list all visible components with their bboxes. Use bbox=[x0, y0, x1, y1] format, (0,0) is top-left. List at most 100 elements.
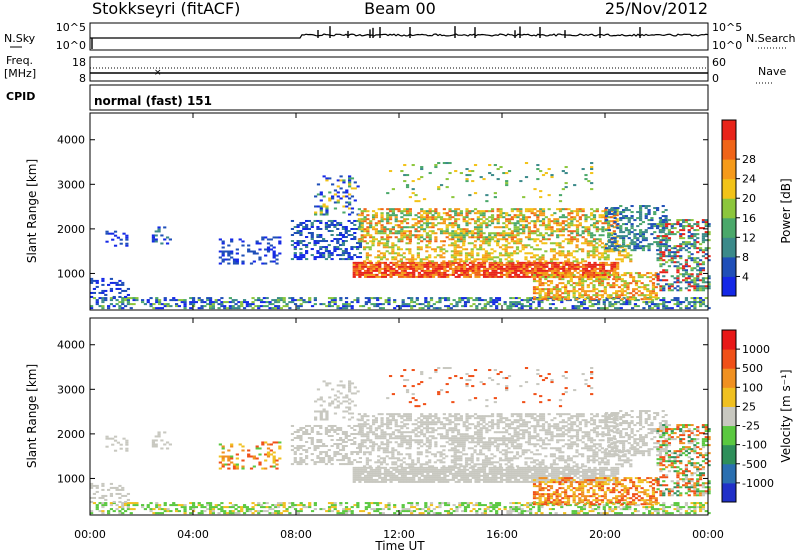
echo-cell bbox=[676, 508, 680, 511]
echo-cell bbox=[460, 265, 464, 268]
echo-cell bbox=[275, 441, 279, 444]
echo-cell bbox=[656, 223, 660, 226]
echo-cell bbox=[445, 232, 449, 235]
echo-cell bbox=[656, 225, 660, 228]
echo-cell bbox=[446, 263, 450, 266]
echo-cell bbox=[393, 301, 397, 304]
y-tick-label: 3000 bbox=[57, 178, 85, 191]
echo-cell bbox=[465, 224, 469, 227]
echo-cell bbox=[272, 250, 276, 253]
echo-cell bbox=[391, 226, 395, 229]
echo-cell bbox=[174, 299, 179, 302]
echo-cell bbox=[288, 297, 292, 300]
echo-cell bbox=[355, 269, 359, 272]
echo-cell bbox=[462, 248, 466, 251]
echo-cell bbox=[581, 294, 585, 297]
echo-cell bbox=[174, 303, 179, 306]
echo-cell bbox=[507, 170, 512, 173]
echo-cell bbox=[373, 297, 377, 300]
echo-cell bbox=[522, 196, 526, 199]
echo-cell bbox=[397, 224, 401, 227]
echo-cell bbox=[327, 297, 332, 300]
echo-cell bbox=[465, 232, 469, 235]
echo-cell bbox=[536, 230, 540, 233]
echo-cell bbox=[576, 267, 580, 270]
echo-cell bbox=[502, 172, 506, 175]
echo-cell bbox=[561, 296, 565, 299]
echo-cell bbox=[454, 261, 458, 264]
echo-cell bbox=[386, 216, 390, 219]
echo-cell bbox=[516, 234, 520, 237]
echo-cell bbox=[478, 303, 482, 306]
echo-cell bbox=[593, 275, 597, 278]
echo-cell bbox=[177, 510, 182, 513]
echo-cell bbox=[420, 273, 424, 276]
echo-cell bbox=[638, 207, 643, 210]
echo-cell bbox=[387, 301, 391, 304]
echo-cell bbox=[612, 278, 616, 281]
echo-cell bbox=[693, 299, 697, 302]
echo-cell bbox=[296, 512, 300, 515]
echo-cell bbox=[605, 299, 609, 302]
echo-cell bbox=[394, 230, 398, 233]
echo-cell bbox=[693, 229, 697, 232]
echo-cell bbox=[392, 267, 396, 270]
echo-cell bbox=[336, 445, 340, 448]
echo-cell bbox=[90, 496, 94, 499]
echo-cell bbox=[549, 248, 554, 251]
echo-cell bbox=[397, 267, 402, 270]
echo-cell bbox=[403, 210, 407, 213]
echo-cell bbox=[696, 277, 700, 280]
echo-cell bbox=[670, 259, 674, 262]
echo-cell bbox=[248, 510, 252, 513]
echo-cell bbox=[568, 299, 572, 302]
echo-cell bbox=[555, 258, 559, 261]
echo-cell bbox=[363, 236, 367, 239]
echo-cell bbox=[619, 512, 623, 515]
echo-cell bbox=[361, 305, 366, 308]
echo-cell bbox=[505, 182, 509, 185]
colorbar-frame bbox=[721, 119, 737, 297]
echo-cell bbox=[547, 238, 551, 241]
echo-cell bbox=[456, 212, 461, 215]
echo-cell bbox=[366, 234, 370, 237]
echo-cell bbox=[561, 250, 565, 253]
echo-cell bbox=[505, 214, 509, 217]
echo-cell bbox=[345, 195, 349, 198]
echo-cell bbox=[378, 297, 383, 300]
echo-cell bbox=[508, 267, 512, 270]
echo-cell bbox=[693, 261, 697, 264]
echo-cell bbox=[485, 226, 489, 229]
echo-cell bbox=[504, 246, 508, 249]
echo-cell bbox=[109, 277, 114, 280]
echo-cell bbox=[245, 506, 249, 509]
echo-cell bbox=[336, 428, 340, 431]
echo-cell bbox=[429, 504, 434, 507]
echo-cell bbox=[603, 244, 607, 247]
echo-cell bbox=[482, 178, 486, 181]
echo-cell bbox=[667, 233, 672, 236]
echo-cell bbox=[316, 219, 320, 222]
echo-cell bbox=[405, 218, 410, 221]
echo-cell bbox=[629, 296, 633, 299]
echo-cell bbox=[478, 299, 482, 302]
echo-cell bbox=[452, 299, 456, 302]
echo-cell bbox=[547, 276, 551, 279]
echo-cell bbox=[333, 299, 337, 302]
echo-cell bbox=[319, 453, 323, 456]
echo-cell bbox=[552, 248, 556, 251]
echo-cell bbox=[382, 254, 386, 257]
echo-cell bbox=[480, 504, 485, 507]
echo-cell bbox=[442, 260, 446, 263]
echo-cell bbox=[613, 237, 617, 240]
echo-cell bbox=[626, 292, 630, 295]
echo-cell bbox=[578, 234, 582, 237]
echo-cell bbox=[623, 290, 627, 293]
echo-cell bbox=[590, 162, 594, 165]
echo-cell bbox=[342, 512, 346, 515]
echo-cell bbox=[575, 240, 580, 243]
echo-cell bbox=[189, 297, 193, 300]
echo-cell bbox=[625, 303, 629, 306]
echo-cell bbox=[251, 506, 255, 509]
echo-cell bbox=[232, 463, 237, 466]
